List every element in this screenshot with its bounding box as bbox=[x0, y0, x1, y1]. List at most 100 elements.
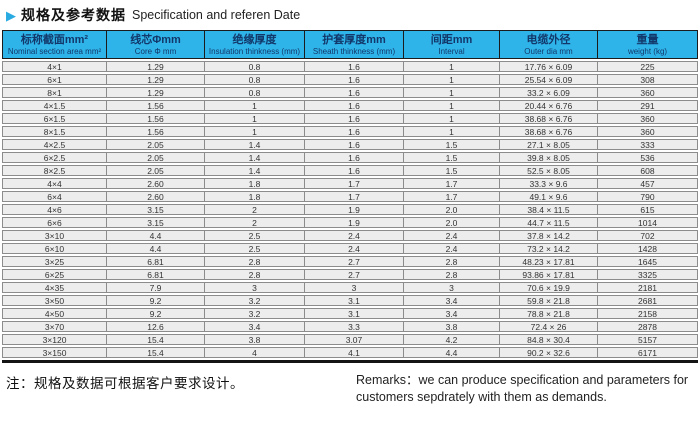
table-cell: 2.7 bbox=[305, 269, 404, 281]
table-cell: 1.5 bbox=[404, 165, 500, 177]
table-cell: 308 bbox=[598, 74, 698, 86]
table-cell: 52.5 × 8.05 bbox=[500, 165, 598, 177]
note-english: Remarks：we can produce specification and… bbox=[356, 373, 689, 404]
table-cell: 38.68 × 6.76 bbox=[500, 113, 598, 125]
col-header-nominal-section: 标称截面mm² Nominal section area mm² bbox=[2, 30, 107, 60]
table-cell: 1.7 bbox=[404, 191, 500, 203]
table-row: 4×35 7.9 3 3 3 70.6 × 19.9 2181 bbox=[2, 282, 698, 294]
table-cell: 1.6 bbox=[305, 165, 404, 177]
table-cell: 1 bbox=[404, 87, 500, 99]
col-header-cn: 电缆外径 bbox=[526, 34, 571, 46]
table-cell: 15.4 bbox=[107, 334, 205, 346]
table-cell: 291 bbox=[598, 100, 698, 112]
table-row: 6×6 3.15 2 1.9 2.0 44.7 × 11.5 1014 bbox=[2, 217, 698, 229]
table-cell: 1.7 bbox=[305, 178, 404, 190]
table-row: 3×50 9.2 3.2 3.1 3.4 59.8 × 21.8 2681 bbox=[2, 295, 698, 307]
table-cell: 2158 bbox=[598, 308, 698, 320]
table-cell: 2.7 bbox=[305, 256, 404, 268]
table-cell: 4×6 bbox=[2, 204, 107, 216]
table-cell: 1.29 bbox=[107, 74, 205, 86]
table-cell: 4.2 bbox=[404, 334, 500, 346]
section-title-en: Specification and referen Date bbox=[132, 8, 301, 22]
table-cell: 1.8 bbox=[205, 178, 305, 190]
table-cell: 1.6 bbox=[305, 152, 404, 164]
table-cell: 3.15 bbox=[107, 204, 205, 216]
table-cell: 3.4 bbox=[404, 308, 500, 320]
table-cell: 6×4 bbox=[2, 191, 107, 203]
table-cell: 6.81 bbox=[107, 269, 205, 281]
table-cell: 3.2 bbox=[205, 308, 305, 320]
table-cell: 1014 bbox=[598, 217, 698, 229]
table-cell: 6×6 bbox=[2, 217, 107, 229]
table-cell: 1.56 bbox=[107, 126, 205, 138]
table-cell: 2.4 bbox=[305, 243, 404, 255]
table-cell: 3×150 bbox=[2, 347, 107, 359]
table-cell: 20.44 × 6.76 bbox=[500, 100, 598, 112]
table-cell: 3.3 bbox=[305, 321, 404, 333]
note-chinese: 注：规格及数据可根据客户要求设计。 bbox=[6, 376, 244, 392]
specification-table: 标称截面mm² Nominal section area mm² 线芯Φmm C… bbox=[2, 28, 698, 360]
table-cell: 48.23 × 17.81 bbox=[500, 256, 598, 268]
table-cell: 5157 bbox=[598, 334, 698, 346]
table-cell: 3.07 bbox=[305, 334, 404, 346]
footer-notes: 注：规格及数据可根据客户要求设计。 Remarks：we can produce… bbox=[0, 363, 700, 405]
table-cell: 3×10 bbox=[2, 230, 107, 242]
table-cell: 2878 bbox=[598, 321, 698, 333]
table-cell: 3×50 bbox=[2, 295, 107, 307]
table-cell: 3 bbox=[404, 282, 500, 294]
table-cell: 39.8 × 8.05 bbox=[500, 152, 598, 164]
table-cell: 3 bbox=[205, 282, 305, 294]
table-cell: 3×70 bbox=[2, 321, 107, 333]
table-cell: 2.8 bbox=[404, 256, 500, 268]
table-cell: 12.6 bbox=[107, 321, 205, 333]
table-cell: 360 bbox=[598, 87, 698, 99]
table-cell: 2 bbox=[205, 217, 305, 229]
table-cell: 27.1 × 8.05 bbox=[500, 139, 598, 151]
table-cell: 37.8 × 14.2 bbox=[500, 230, 598, 242]
table-cell: 72.4 × 26 bbox=[500, 321, 598, 333]
table-row: 4×1.5 1.56 1 1.6 1 20.44 × 6.76 291 bbox=[2, 100, 698, 112]
table-cell: 38.4 × 11.5 bbox=[500, 204, 598, 216]
table-cell: 1.29 bbox=[107, 61, 205, 73]
table-cell: 2.60 bbox=[107, 191, 205, 203]
table-row: 4×50 9.2 3.2 3.1 3.4 78.8 × 21.8 2158 bbox=[2, 308, 698, 320]
table-cell: 3.2 bbox=[205, 295, 305, 307]
table-cell: 1645 bbox=[598, 256, 698, 268]
table-cell: 2.5 bbox=[205, 230, 305, 242]
table-cell: 2.05 bbox=[107, 165, 205, 177]
table-cell: 1 bbox=[205, 113, 305, 125]
table-bottom-rule bbox=[2, 360, 698, 364]
table-row: 6×10 4.4 2.5 2.4 2.4 73.2 × 14.2 1428 bbox=[2, 243, 698, 255]
table-cell: 2.0 bbox=[404, 204, 500, 216]
table-cell: 2.60 bbox=[107, 178, 205, 190]
table-cell: 1 bbox=[404, 126, 500, 138]
table-cell: 1.6 bbox=[305, 61, 404, 73]
table-cell: 3×120 bbox=[2, 334, 107, 346]
col-header-en: Insulation thinkness (mm) bbox=[208, 47, 301, 57]
col-header-cn: 重量 bbox=[636, 34, 659, 46]
table-row: 3×25 6.81 2.8 2.7 2.8 48.23 × 17.81 1645 bbox=[2, 256, 698, 268]
table-cell: 1 bbox=[404, 113, 500, 125]
table-cell: 4.4 bbox=[107, 230, 205, 242]
table-cell: 4×4 bbox=[2, 178, 107, 190]
table-cell: 44.7 × 11.5 bbox=[500, 217, 598, 229]
table-cell: 25.54 × 6.09 bbox=[500, 74, 598, 86]
table-cell: 2.05 bbox=[107, 139, 205, 151]
table-cell: 2.05 bbox=[107, 152, 205, 164]
table-cell: 1 bbox=[404, 100, 500, 112]
table-cell: 2681 bbox=[598, 295, 698, 307]
table-cell: 1.9 bbox=[305, 217, 404, 229]
table-cell: 1.6 bbox=[305, 126, 404, 138]
table-cell: 1.4 bbox=[205, 152, 305, 164]
table-row: 6×1 1.29 0.8 1.6 1 25.54 × 6.09 308 bbox=[2, 74, 698, 86]
table-cell: 225 bbox=[598, 61, 698, 73]
table-cell: 790 bbox=[598, 191, 698, 203]
table-cell: 6×25 bbox=[2, 269, 107, 281]
table-cell: 4×50 bbox=[2, 308, 107, 320]
table-cell: 608 bbox=[598, 165, 698, 177]
col-header-en: Outer dia mm bbox=[524, 47, 573, 57]
table-row: 3×70 12.6 3.4 3.3 3.8 72.4 × 26 2878 bbox=[2, 321, 698, 333]
table-row: 8×2.5 2.05 1.4 1.6 1.5 52.5 × 8.05 608 bbox=[2, 165, 698, 177]
col-header-en: Nominal section area mm² bbox=[7, 47, 102, 57]
table-cell: 49.1 × 9.6 bbox=[500, 191, 598, 203]
